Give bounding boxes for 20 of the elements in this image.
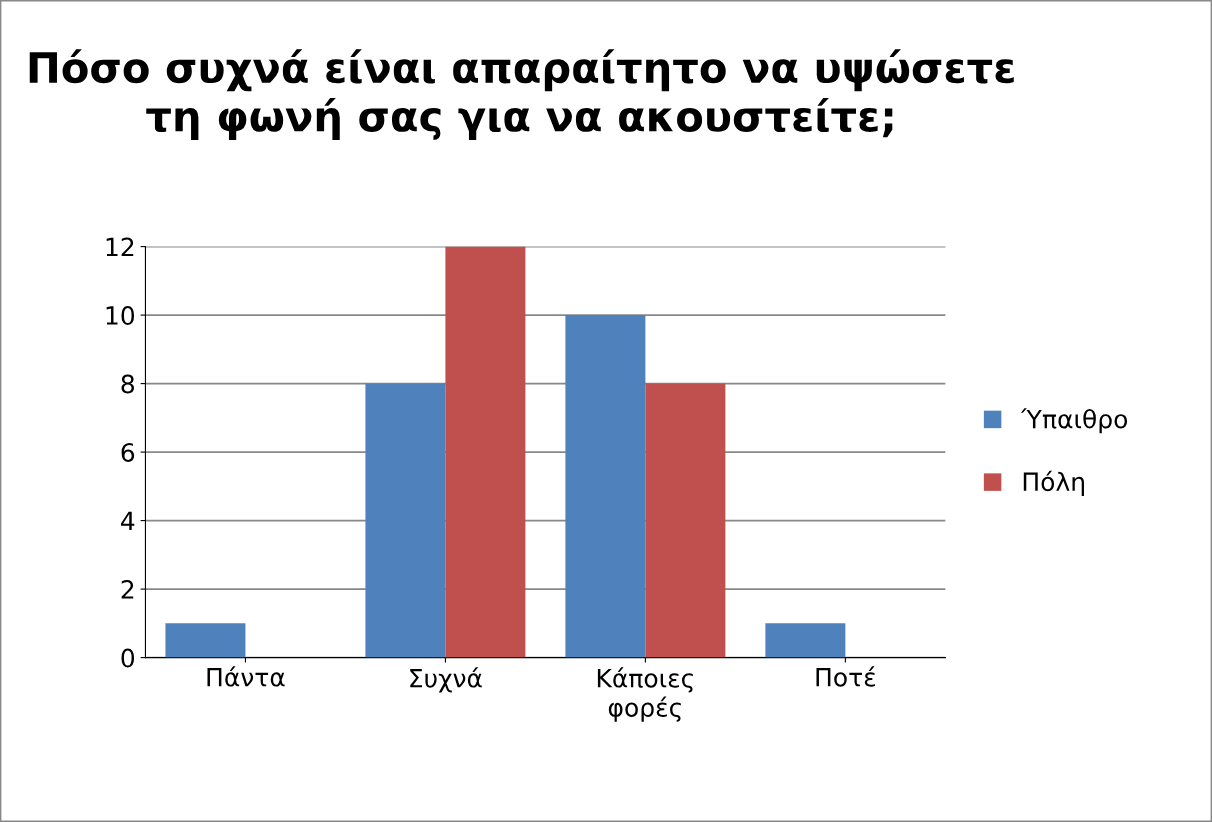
legend-label: Ύπαιθρο [1020,408,1128,434]
y-tick-label: 6 [121,443,135,462]
x-tick-label: Κάποιες φορές [597,667,693,722]
x-tick-label: Συχνά [410,667,482,693]
x-tick-label: Πάντα [207,666,285,687]
bar [765,623,846,658]
legend-label: Πόλη [1023,470,1084,497]
bar [565,315,646,658]
bar [165,623,246,658]
chart-title: Πόσο συχνά είναι απαραίτητο να υψώσετε τη φωνή σας για να ακουστείτε; [29,49,1014,140]
bar [445,246,526,658]
bar [365,383,446,658]
x-tick-label: Ποτέ [816,666,875,687]
y-tick-label: 2 [121,580,134,599]
y-tick-label: 10 [106,306,135,325]
y-tick-label: 4 [121,511,135,531]
y-tick-label: 8 [121,374,135,394]
y-tick-label: 12 [106,237,134,257]
bar [645,383,726,658]
y-tick-label: 0 [121,648,135,668]
